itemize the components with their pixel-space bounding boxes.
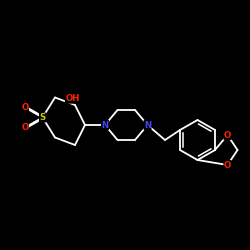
Text: O: O [224,160,231,170]
Text: O: O [224,130,231,140]
Text: O: O [22,103,29,112]
Text: S: S [40,113,46,122]
Text: N: N [144,120,151,130]
Text: O: O [22,123,29,132]
Text: OH: OH [65,94,80,103]
Text: N: N [102,120,108,130]
